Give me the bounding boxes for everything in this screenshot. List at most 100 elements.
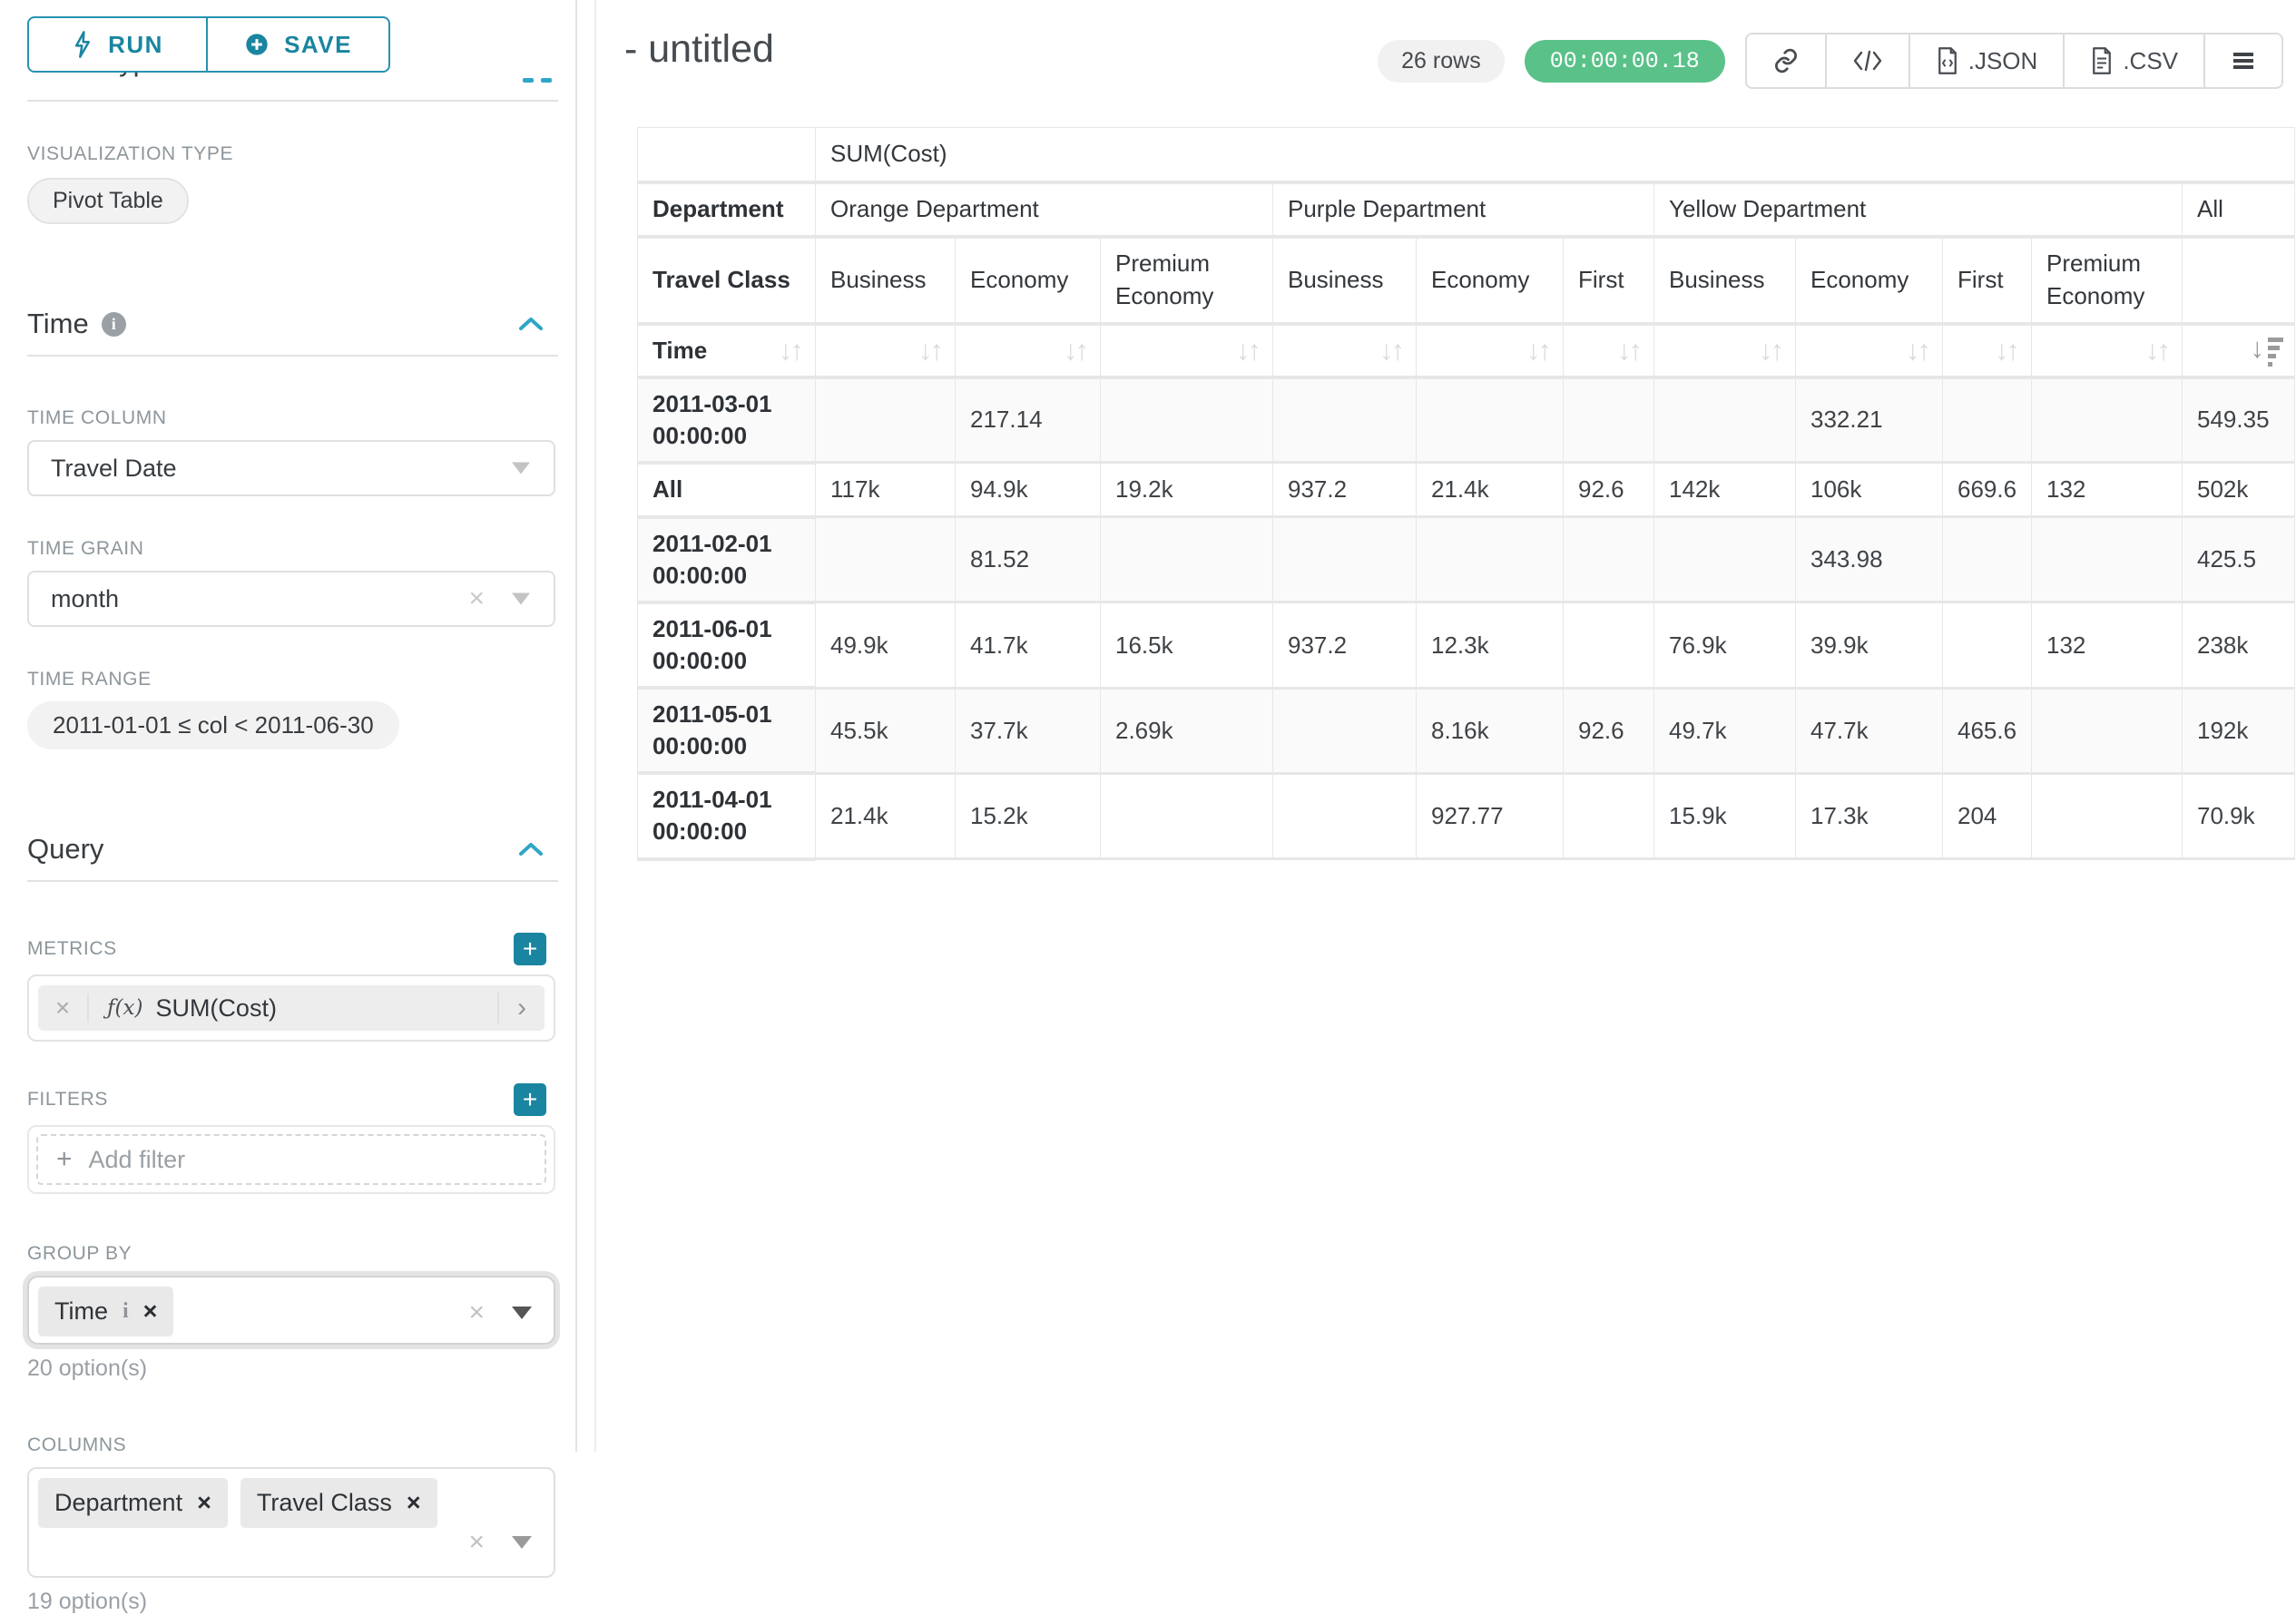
pivot-value-cell: 49.9k — [815, 602, 956, 690]
plus-circle-icon — [246, 34, 268, 55]
caret-down-icon[interactable] — [512, 1536, 532, 1549]
sortable-column-cell[interactable]: ↓ ↑ — [1795, 322, 1943, 379]
row-count-badge: 26 rows — [1378, 39, 1505, 83]
metric-pill[interactable]: × ƒ(x) SUM(Cost) › — [38, 985, 545, 1031]
sort-icon[interactable]: ↓ ↑ — [779, 334, 804, 367]
visualization-type-value[interactable]: Pivot Table — [27, 178, 189, 224]
sortable-column-cell[interactable]: ↓ ↑ — [1272, 322, 1417, 379]
pivot-row: 2011-05-01 00:00:00 45.5k 37.7k 2.69k 8.16k 9… — [637, 687, 2296, 776]
travel-class-header: Business — [1272, 236, 1417, 326]
pivot-value-cell: 21.4k — [815, 772, 956, 861]
add-filter-placeholder: Add filter — [88, 1145, 186, 1173]
pivot-value-cell: 927.77 — [1416, 772, 1564, 861]
sort-icon[interactable]: ↓ ↑ — [2145, 334, 2171, 367]
sort-icon[interactable]: ↓ ↑ — [1064, 334, 1089, 367]
add-filter-dropzone[interactable]: + Add filter — [36, 1134, 546, 1185]
time-section-header[interactable]: Time i — [27, 308, 555, 340]
sort-icon[interactable]: ↓ ↑ — [1617, 334, 1643, 367]
dnd-pill[interactable]: Travel Class × — [240, 1478, 437, 1528]
info-icon: i — [123, 1299, 129, 1323]
pivot-value-cell: 94.9k — [955, 462, 1101, 519]
dnd-pill[interactable]: Department × — [38, 1478, 228, 1528]
chevron-up-icon[interactable] — [517, 315, 545, 333]
sortable-column-cell[interactable]: ↓ ↑ — [1563, 322, 1654, 379]
dnd-pill[interactable]: Time i × — [38, 1287, 174, 1336]
sort-icon[interactable]: ↓ ↑ — [1906, 334, 1931, 367]
pivot-value-cell — [2031, 687, 2183, 775]
travel-class-header: Business — [815, 236, 956, 326]
columns-select[interactable]: Department × Travel Class × × — [27, 1467, 555, 1578]
export-csv-button[interactable]: .CSV — [2063, 34, 2203, 87]
pivot-value-cell: 92.6 — [1563, 687, 1654, 775]
department-group-header: Purple Department — [1272, 181, 1654, 239]
export-button-group: .JSON .CSV — [1744, 33, 2283, 89]
clear-icon[interactable]: × — [468, 1297, 485, 1327]
pivot-value-cell: 15.9k — [1653, 772, 1796, 861]
sortable-column-cell[interactable]: ↓ ↑ — [2031, 322, 2183, 379]
pivot-value-cell: 204 — [1942, 772, 2032, 861]
sortable-column-cell[interactable]: ↓ ↑ — [1100, 322, 1273, 379]
save-button[interactable]: SAVE — [207, 16, 390, 73]
chart-type-title: Chart Type — [27, 69, 555, 78]
view-query-button[interactable] — [1824, 34, 1908, 87]
pivot-value-cell: 142k — [1653, 462, 1796, 519]
sort-icon[interactable]: ↓ ↑ — [1526, 334, 1552, 367]
sortable-column-cell[interactable]: ↓ ↑ — [955, 322, 1101, 379]
remove-pill-icon[interactable]: × — [197, 1489, 211, 1516]
metric-value: SUM(Cost) — [155, 993, 277, 1022]
time-grain-select[interactable]: month × — [27, 571, 555, 627]
pivot-value-cell: 669.6 — [1942, 462, 2032, 519]
row-axis-label-cell[interactable]: Time ↓ ↑ — [637, 322, 816, 379]
travel-class-header: Economy — [1795, 236, 1943, 326]
columns-label: COLUMNS — [27, 1434, 127, 1455]
sort-icon[interactable]: ↓ ↑ — [1759, 334, 1784, 367]
sort-desc-active-icon[interactable]: ↓ — [2251, 334, 2284, 367]
col-axis-label: Department — [637, 181, 816, 239]
pivot-row-label: 2011-06-01 00:00:00 — [637, 602, 816, 690]
remove-pill-icon[interactable]: × — [406, 1489, 421, 1516]
add-filter-button[interactable]: + — [514, 1083, 546, 1116]
time-grain-value: month — [51, 584, 120, 612]
pivot-value-cell: 49.7k — [1653, 687, 1796, 775]
pivot-row-label: 2011-03-01 00:00:00 — [637, 377, 816, 465]
export-json-button[interactable]: .JSON — [1908, 34, 2064, 87]
copy-link-button[interactable] — [1746, 34, 1825, 87]
caret-down-icon[interactable] — [512, 1307, 532, 1319]
run-save-toolbar: RUN SAVE — [27, 16, 390, 73]
run-button[interactable]: RUN — [27, 16, 207, 73]
clear-icon[interactable]: × — [468, 1527, 485, 1557]
hamburger-icon — [2233, 53, 2253, 69]
chevron-right-icon[interactable]: › — [497, 993, 545, 1023]
metric-header-cell: SUM(Cost) — [814, 127, 2296, 184]
add-metric-button[interactable]: + — [514, 933, 546, 965]
sortable-column-cell[interactable]: ↓ ↑ — [1416, 322, 1564, 379]
pivot-value-cell: 106k — [1795, 462, 1943, 519]
sortable-column-cell[interactable]: ↓ ↑ — [815, 322, 956, 379]
pivot-value-cell: 117k — [815, 462, 956, 519]
travel-class-header — [2181, 236, 2296, 326]
pivot-value-cell: 465.6 — [1942, 687, 2032, 775]
sort-icon[interactable]: ↓ ↑ — [1379, 334, 1405, 367]
group-by-select[interactable]: Time i × × — [27, 1276, 555, 1345]
travel-class-header: Economy — [1416, 236, 1564, 326]
query-section-header[interactable]: Query — [27, 833, 555, 866]
plus-icon: + — [56, 1144, 73, 1174]
time-column-select[interactable]: Travel Date — [27, 440, 555, 496]
chart-title[interactable]: - untitled — [624, 27, 774, 71]
sortable-column-cell[interactable]: ↓ ↑ — [1942, 322, 2032, 379]
menu-button[interactable] — [2203, 34, 2281, 87]
sortable-column-cell[interactable]: ↓ — [2181, 322, 2296, 379]
remove-pill-icon[interactable]: × — [142, 1297, 158, 1325]
sortable-column-cell[interactable]: ↓ ↑ — [1653, 322, 1796, 379]
pivot-value-cell: 937.2 — [1272, 462, 1417, 519]
sort-icon[interactable]: ↓ ↑ — [1995, 334, 2020, 367]
divider — [27, 355, 558, 357]
chevron-up-icon[interactable] — [517, 840, 545, 858]
clear-icon[interactable]: × — [468, 583, 485, 613]
pivot-value-cell — [1416, 377, 1564, 465]
pivot-corner-cell — [637, 127, 816, 184]
sort-icon[interactable]: ↓ ↑ — [918, 334, 944, 367]
remove-metric-icon[interactable]: × — [38, 993, 89, 1023]
sort-icon[interactable]: ↓ ↑ — [1236, 334, 1261, 367]
time-range-value[interactable]: 2011-01-01 ≤ col < 2011-06-30 — [27, 701, 399, 749]
